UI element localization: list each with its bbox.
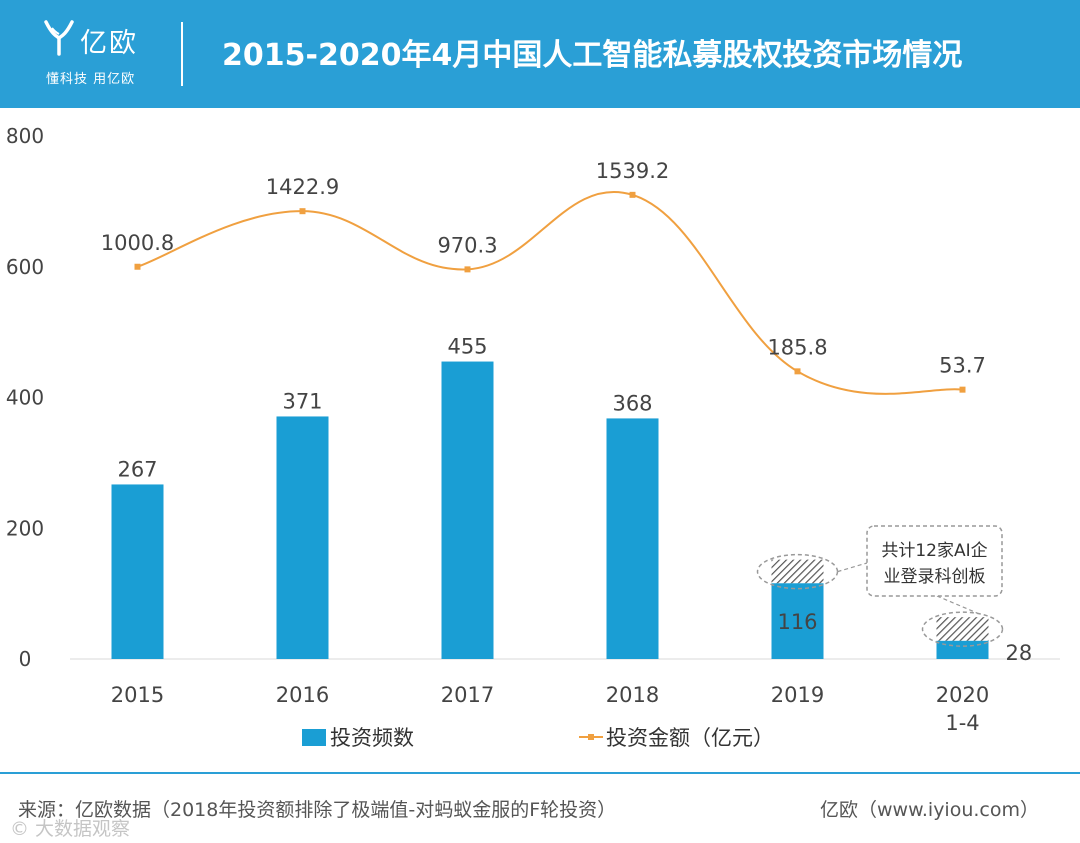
amount-value-label: 970.3: [437, 233, 497, 257]
bar-2018: [606, 418, 659, 659]
source-note: 来源：亿欧数据（2018年投资额排除了极端值-对蚂蚁金服的F轮投资）: [18, 799, 617, 821]
bar-hatched-segment: [936, 617, 989, 641]
amount-point: [299, 208, 306, 215]
x-tick-label: 2017: [441, 683, 494, 707]
annotation-connector: [936, 595, 978, 614]
logo-slogan: 懂科技 用亿欧: [46, 72, 136, 87]
x-tick-label: 1-4: [945, 711, 979, 735]
header-divider: [181, 22, 183, 86]
y-tick-label: 200: [6, 516, 44, 540]
amount-point: [629, 191, 636, 198]
bar-2016: [276, 416, 329, 659]
x-tick-label: 2015: [111, 683, 164, 707]
bar-hatched-segment: [771, 559, 824, 584]
brand-credit: 亿欧（www.iyiou.com）: [820, 799, 1040, 821]
amount-value-label: 1000.8: [101, 231, 174, 255]
chart-area: 0 200 400 600 800 267 371 455 368 116 28 1000.8 142…: [6, 124, 1060, 750]
y-tick-label: 0: [19, 647, 32, 671]
x-tick-label: 2020: [936, 683, 989, 707]
y-tick-label: 600: [6, 255, 44, 279]
amount-line: [137, 191, 963, 395]
legend-line-label: 投资金额（亿元）: [606, 726, 774, 750]
x-tick-label: 2019: [771, 683, 824, 707]
bar-2017: [441, 361, 494, 659]
yiou-logo-icon: [44, 20, 74, 56]
chart-header: 亿欧 懂科技 用亿欧 2015-2020年4月中国人工智能私募股权投资市场情况: [0, 0, 1080, 108]
x-tick-label: 2018: [606, 683, 659, 707]
amount-value-label: 1422.9: [266, 175, 339, 199]
bar-value-label: 368: [612, 391, 652, 415]
amount-point: [794, 368, 801, 375]
annotation-ellipse: [921, 611, 1004, 647]
y-tick-label: 400: [6, 386, 44, 410]
y-tick-label: 800: [6, 124, 44, 148]
amount-value-label: 185.8: [767, 335, 827, 359]
annotation-text: 业登录科创板: [884, 567, 986, 587]
logo-text: 亿欧: [80, 28, 138, 59]
bar-value-label: 28: [1006, 641, 1033, 665]
annotation-box: [866, 525, 1003, 597]
annotation-connector: [837, 562, 868, 573]
bar-value-label: 116: [777, 610, 817, 634]
bar-value-label: 455: [447, 335, 487, 359]
amount-value-label: 1539.2: [596, 159, 669, 183]
legend-line-marker: [588, 734, 594, 740]
legend-bar-swatch: [302, 729, 326, 746]
bar-value-label: 267: [117, 457, 157, 481]
amount-point: [959, 386, 966, 393]
amount-value-label: 53.7: [939, 354, 986, 378]
bar-value-label: 371: [282, 389, 322, 413]
amount-point: [134, 263, 141, 270]
bar-2019: [771, 583, 824, 659]
watermark-text: © 大数据观察: [10, 818, 131, 840]
chart-title: 2015-2020年4月中国人工智能私募股权投资市场情况: [222, 38, 963, 73]
legend-bar-label: 投资频数: [330, 726, 414, 750]
bar-2015: [111, 484, 164, 659]
x-tick-label: 2016: [276, 683, 329, 707]
bar-2020: [936, 640, 989, 659]
annotation-text: 共计12家AI企: [881, 541, 987, 561]
amount-point: [464, 266, 471, 273]
footer-divider: [0, 772, 1080, 774]
